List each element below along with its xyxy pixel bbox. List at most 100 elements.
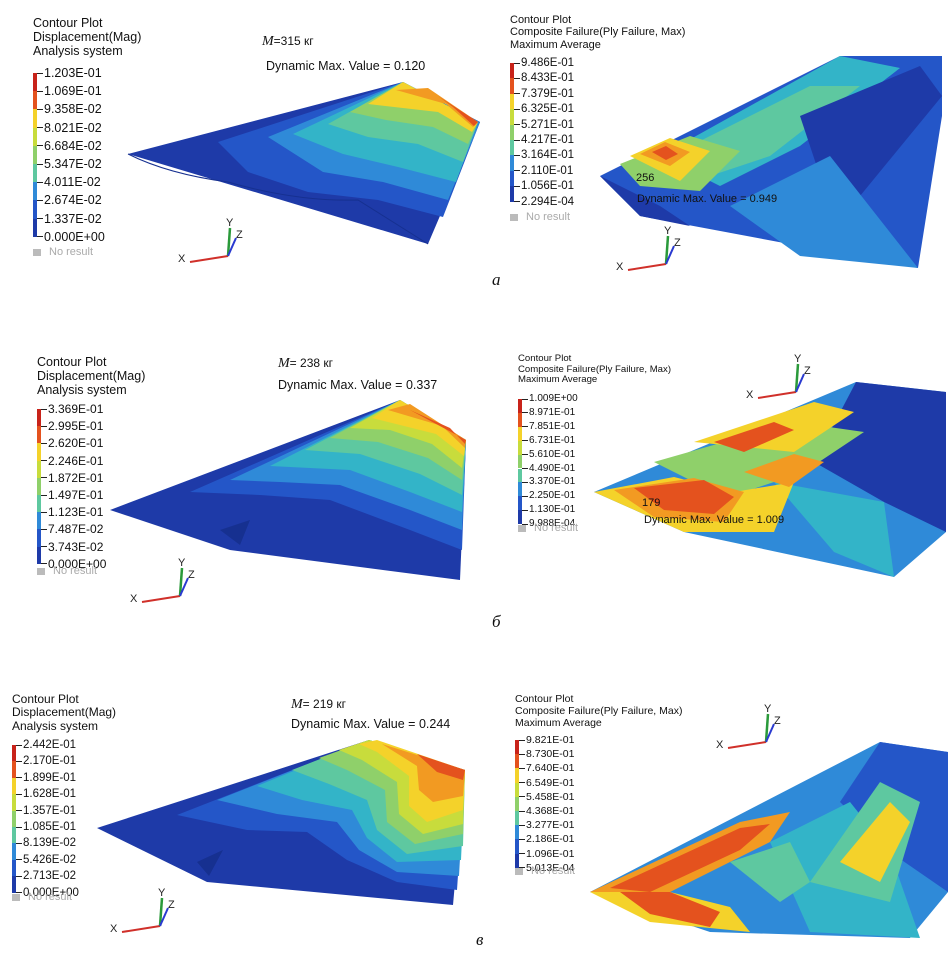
legend-entry: 5.458E-01 <box>515 790 574 804</box>
legend-entry: 8.139E-02 <box>12 836 76 850</box>
legend-entry: 0.000E+00 <box>12 886 79 900</box>
legend-tick <box>522 509 528 511</box>
no-result-text: No result <box>49 246 94 258</box>
wing-contour-b2 <box>594 382 946 577</box>
legend-entry: 7.487E-02 <box>37 522 103 536</box>
legend-entry: 9.358E-02 <box>33 102 102 116</box>
legend-tick <box>519 767 525 769</box>
legend-value: 1.357E-01 <box>23 804 77 817</box>
legend-entry: 2.674E-02 <box>33 193 102 207</box>
legend-entry: 2.294E-04 <box>510 195 574 209</box>
legend-swatch <box>37 512 41 530</box>
legend-swatch <box>33 91 37 110</box>
x-axis-arrow <box>141 595 181 603</box>
legend-swatch <box>518 399 522 413</box>
legend-swatch <box>510 109 514 125</box>
legend-tick <box>519 810 525 812</box>
gray-square-icon <box>510 213 518 221</box>
legend-entry: 1.096E-01 <box>515 847 574 861</box>
mass-value: =315 кг <box>273 34 314 48</box>
legend-entry: 5.610E-01 <box>518 448 575 462</box>
legend-tick <box>519 753 525 755</box>
legend-tick <box>16 793 22 795</box>
legend-value: 2.294E-04 <box>521 195 575 208</box>
legend-tick <box>514 77 520 79</box>
legend-swatch <box>37 529 41 547</box>
legend-swatch <box>12 843 16 860</box>
legend-value: 1.130E-01 <box>529 504 576 516</box>
legend-swatch <box>510 93 514 110</box>
legend-tick <box>522 454 528 456</box>
z-axis-label: Z <box>774 715 781 727</box>
dynamic-max-label: Dynamic Max. Value = 1.009 <box>644 514 785 526</box>
legend-entry: 2.246E-01 <box>37 454 103 468</box>
y-axis-arrow <box>764 713 770 743</box>
legend-swatch <box>510 140 514 156</box>
legend-tick <box>16 842 22 844</box>
y-axis-label: Y <box>158 887 166 899</box>
legend-tick <box>37 145 43 147</box>
legend-value: 5.610E-01 <box>529 448 576 460</box>
legend-tick <box>41 477 47 479</box>
legend-value: 9.486E-01 <box>521 57 575 69</box>
legend-entry: 1.872E-01 <box>37 471 103 485</box>
legend-entry: 3.277E-01 <box>515 818 574 832</box>
plot-header: Contour Plot Displacement(Mag) Analysis … <box>33 16 141 58</box>
legend-swatch <box>37 409 41 427</box>
legend-swatch <box>518 454 522 469</box>
legend-swatch <box>515 839 519 854</box>
legend-swatch <box>515 768 519 783</box>
legend-swatch <box>515 740 519 755</box>
node-id-label: 179 <box>642 497 661 509</box>
legend-value: 2.246E-01 <box>48 453 104 468</box>
y-axis-label: Y <box>664 225 672 237</box>
legend-entry: 8.021E-02 <box>33 121 102 135</box>
legend-value: 5.271E-01 <box>521 118 575 131</box>
header-line: Composite Failure(Ply Failure, Max) <box>515 704 683 717</box>
legend-swatch <box>518 510 522 525</box>
x-axis-label: X <box>716 739 724 751</box>
legend-swatch <box>33 109 37 128</box>
gray-square-icon <box>515 867 523 875</box>
mass-symbol: M <box>278 356 290 371</box>
legend-entry: 2.713E-02 <box>12 869 76 883</box>
legend-value: 2.620E-01 <box>48 436 104 451</box>
legend-tick <box>519 796 525 798</box>
legend-tick <box>16 875 22 877</box>
legend-entry: 1.357E-01 <box>12 804 76 818</box>
legend-value: 1.069E-01 <box>44 84 102 99</box>
legend-value: 2.170E-01 <box>23 755 77 768</box>
legend-tick <box>519 739 525 741</box>
subfigure-label-c: в <box>476 930 484 949</box>
legend-value: 5.426E-02 <box>23 853 77 866</box>
wing-contour-a2 <box>600 56 942 268</box>
legend-swatch <box>518 468 522 483</box>
legend-entry: 4.490E-01 <box>518 462 575 476</box>
legend-swatch <box>12 761 16 778</box>
legend-tick <box>514 170 520 172</box>
legend-tick <box>41 442 47 444</box>
legend-swatch <box>37 443 41 461</box>
legend-swatch <box>12 827 16 844</box>
x-axis-arrow <box>121 925 161 933</box>
legend-tick <box>514 201 520 203</box>
legend-value: 1.497E-01 <box>48 488 104 502</box>
legend-value: 2.186E-01 <box>526 833 575 846</box>
legend-entry: 5.347E-02 <box>33 157 102 171</box>
legend-value: 0.000E+00 <box>23 886 79 899</box>
legend-entry: 1.203E-01 <box>33 66 102 80</box>
legend-value: 3.743E-02 <box>48 539 104 554</box>
legend-tick <box>522 495 528 497</box>
legend-value: 5.347E-02 <box>44 157 102 171</box>
legend-value: 2.442E-01 <box>23 739 77 751</box>
legend-value: 2.110E-01 <box>521 164 574 177</box>
legend-swatch <box>518 496 522 511</box>
legend-entry: 1.069E-01 <box>33 84 102 98</box>
legend-tick <box>41 528 47 530</box>
legend-entry: 8.433E-01 <box>510 71 574 85</box>
legend-swatch <box>12 810 16 827</box>
z-axis-arrow <box>179 577 189 597</box>
legend-tick <box>16 777 22 779</box>
legend-value: 3.164E-01 <box>521 149 575 162</box>
legend-entry: 2.995E-01 <box>37 419 103 433</box>
